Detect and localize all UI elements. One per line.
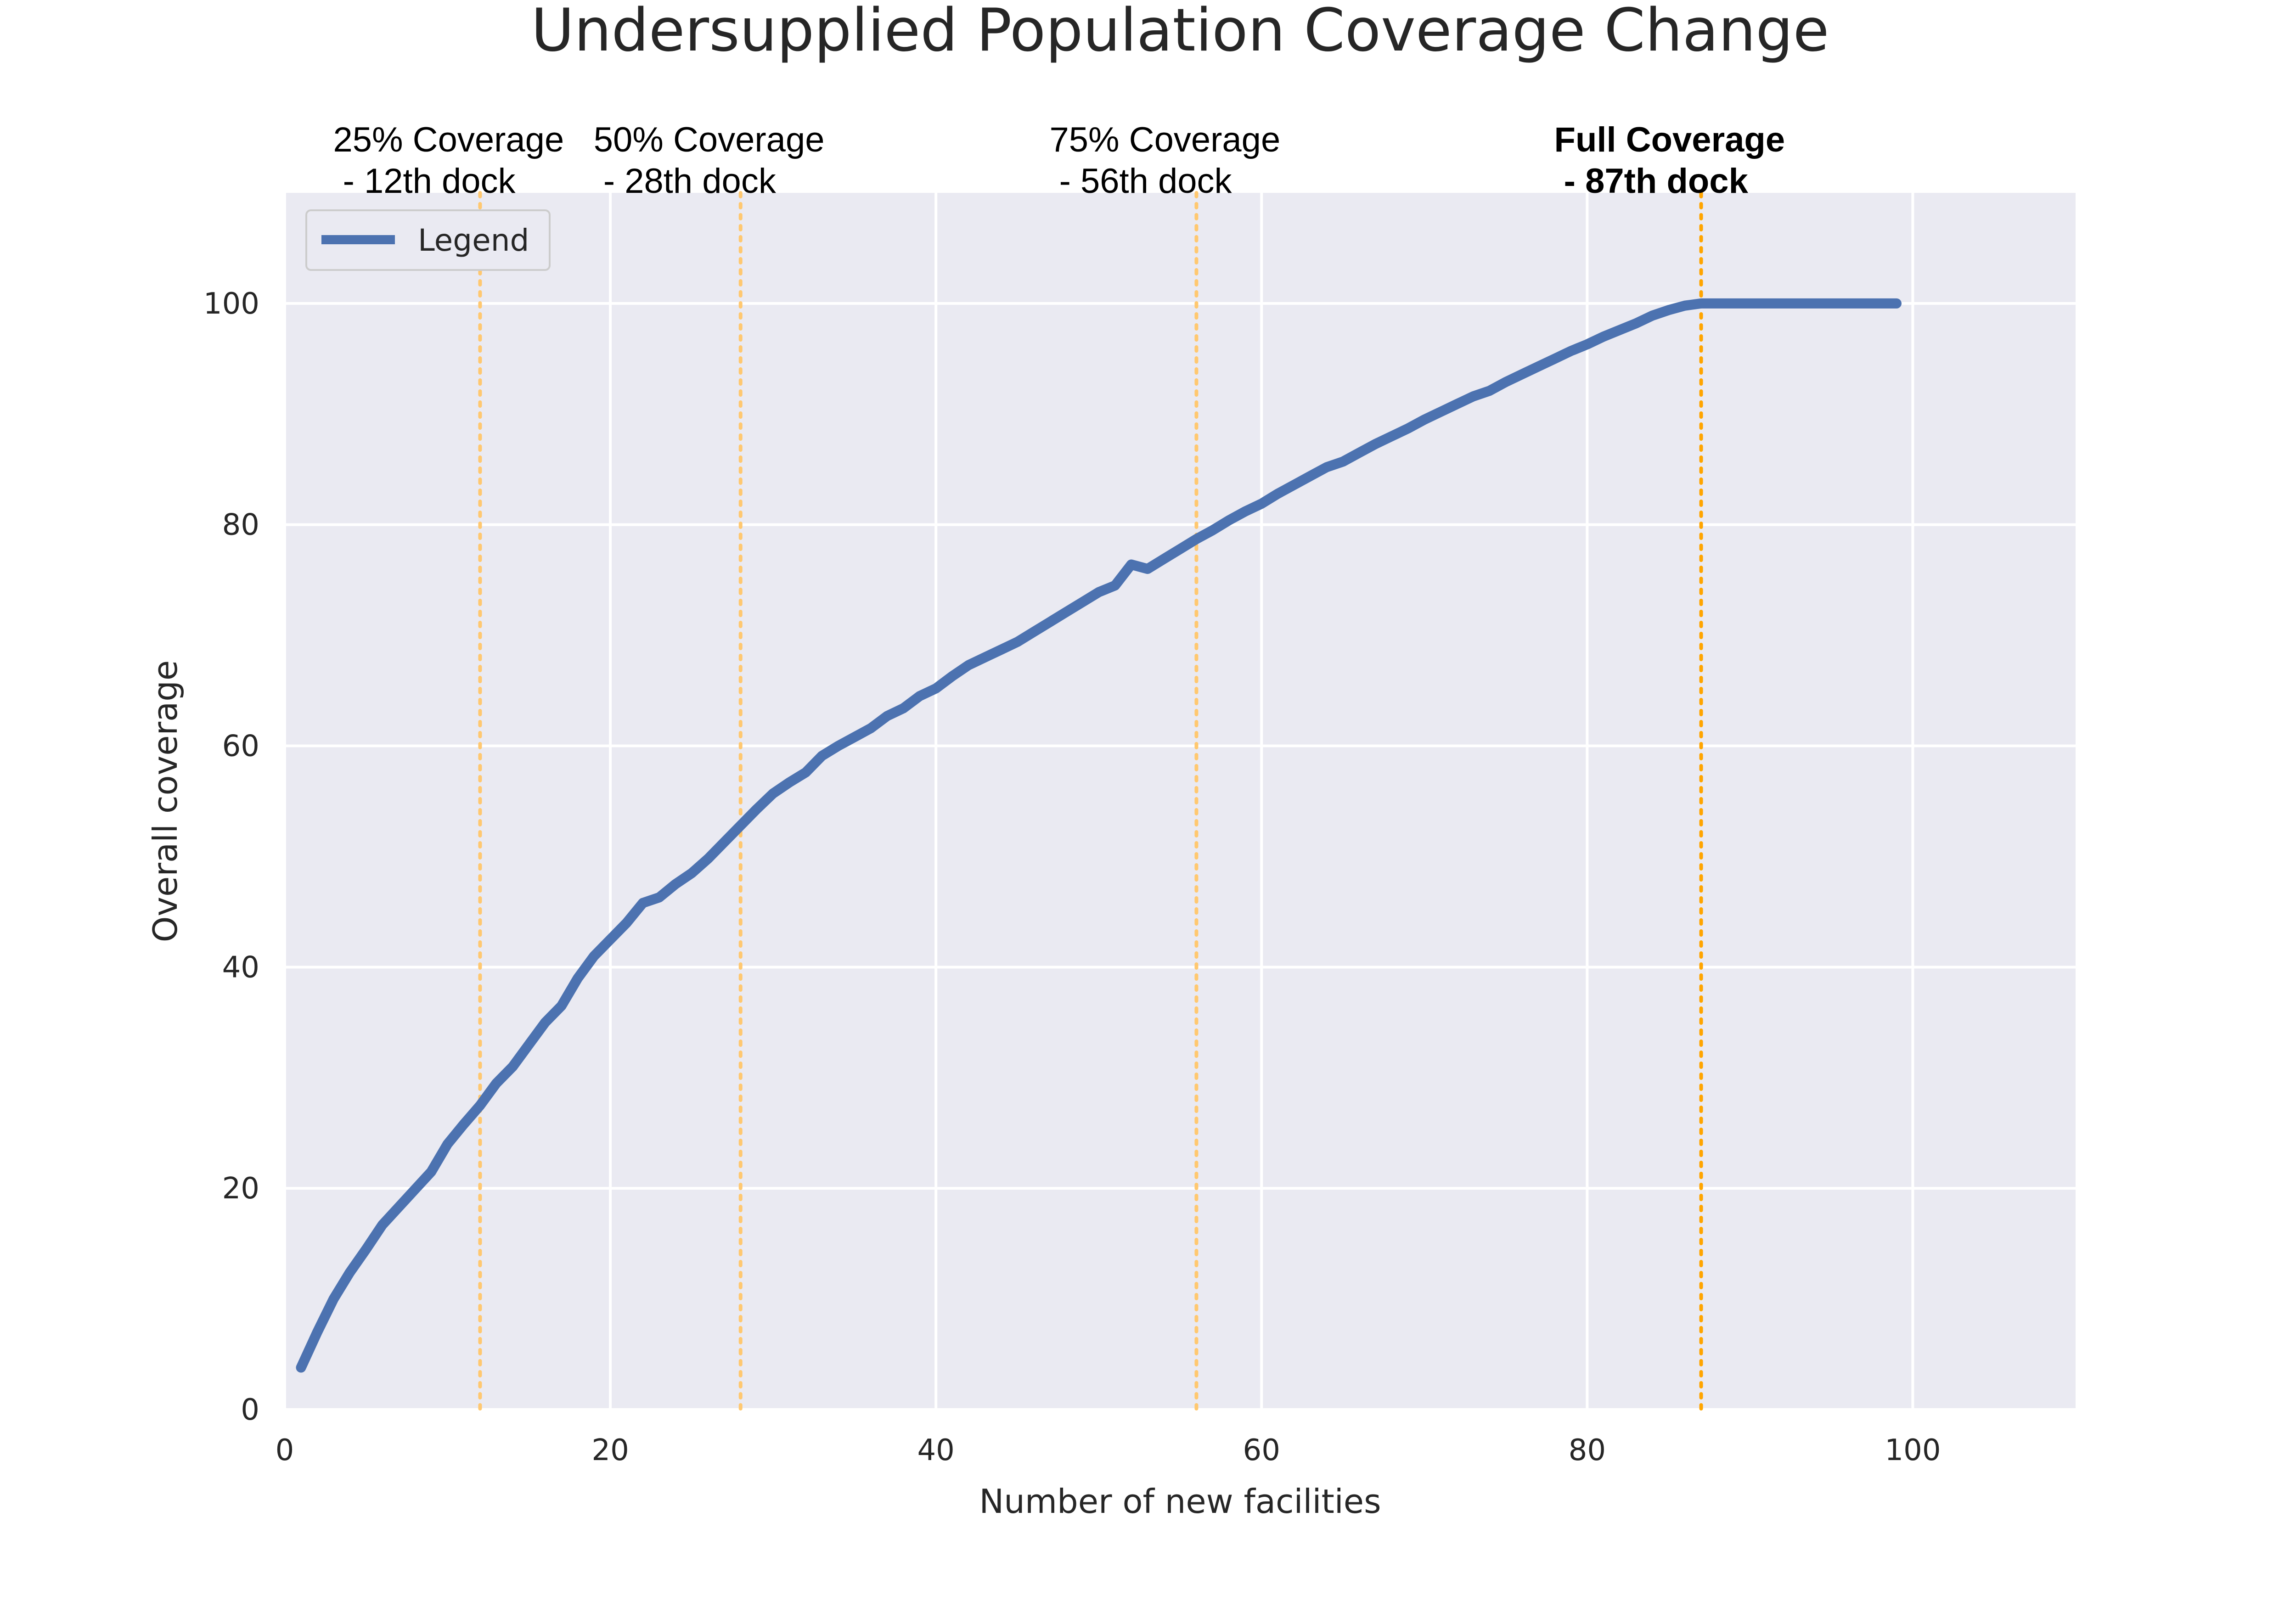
x-axis-label: Number of new facilities bbox=[979, 1482, 1381, 1521]
x-tick-label: 80 bbox=[1569, 1433, 1606, 1467]
y-tick-label: 0 bbox=[241, 1393, 259, 1427]
legend-label: Legend bbox=[418, 223, 529, 258]
milestone-annotations: 25% Coverage - 12th dock 50% Coverage - 2… bbox=[333, 120, 1785, 201]
milestone-lines bbox=[478, 191, 1703, 1411]
chart-title: Undersupplied Population Coverage Change bbox=[531, 0, 1829, 65]
x-tick-label: 20 bbox=[591, 1433, 629, 1467]
milestone-label: 25% Coverage - 12th dock bbox=[333, 120, 564, 201]
y-tick-label: 60 bbox=[222, 730, 259, 764]
legend-box bbox=[305, 209, 551, 271]
x-tick-label: 100 bbox=[1885, 1433, 1941, 1467]
y-axis-label: Overall coverage bbox=[146, 660, 185, 942]
y-tick-label: 20 bbox=[222, 1172, 259, 1206]
y-tick-label: 80 bbox=[222, 508, 259, 542]
plot-area bbox=[285, 193, 2076, 1410]
x-tick-label: 0 bbox=[276, 1433, 294, 1467]
milestone-label: Full Coverage - 87th dock bbox=[1554, 120, 1785, 201]
x-tick-label: 40 bbox=[917, 1433, 954, 1467]
tick-labels: 0 20 40 60 80 100 0 20 40 60 80 100 bbox=[203, 287, 1941, 1467]
legend: Legend bbox=[305, 209, 551, 271]
series-line bbox=[296, 298, 1902, 1373]
series-layer bbox=[296, 298, 1902, 1373]
x-tick-label: 60 bbox=[1243, 1433, 1280, 1467]
milestone-label: 75% Coverage - 56th dock bbox=[1049, 120, 1280, 201]
y-tick-label: 40 bbox=[222, 950, 259, 984]
grid-lines bbox=[283, 193, 2076, 1411]
milestone-label: 50% Coverage - 28th dock bbox=[594, 120, 825, 201]
y-tick-label: 100 bbox=[203, 287, 259, 321]
